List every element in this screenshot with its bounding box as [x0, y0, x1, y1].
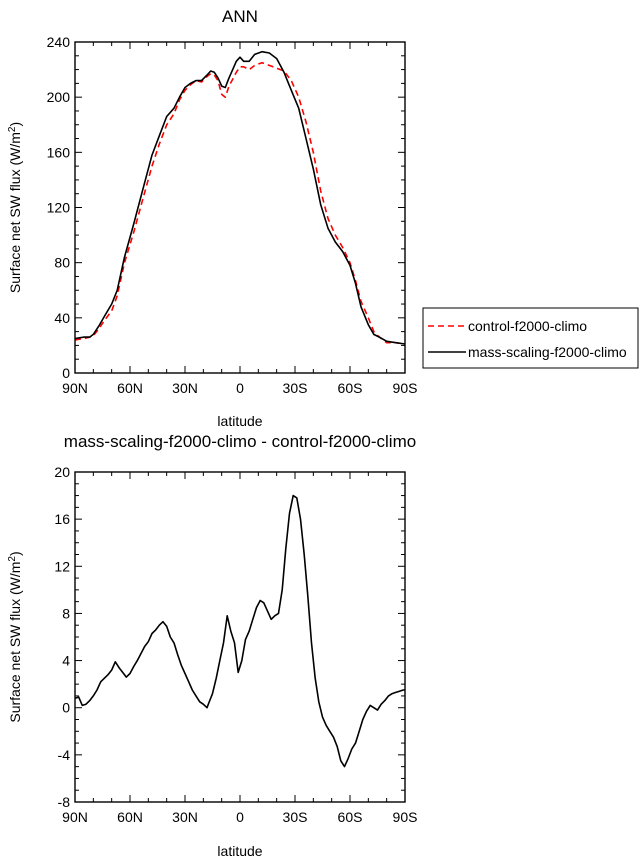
top-x-tick-label: 30S — [283, 380, 308, 396]
top-y-tick-label: 200 — [47, 89, 71, 105]
bottom-y-tick-label: -4 — [58, 747, 71, 763]
bottom-x-axis-label: latitude — [217, 843, 262, 859]
legend-box — [422, 307, 639, 369]
bottom-y-tick-label: 20 — [54, 464, 70, 480]
bottom-x-tick-label: 90N — [62, 809, 88, 825]
bottom-y-tick-label: 12 — [54, 558, 70, 574]
legend-label-control: control-f2000-climo — [468, 318, 587, 334]
bottom-y-tick-label: 16 — [54, 511, 70, 527]
bottom-x-tick-label: 90S — [393, 809, 418, 825]
top-x-tick-label: 90S — [393, 380, 418, 396]
bottom-x-tick-label: 30S — [283, 809, 308, 825]
bottom-chart: mass-scaling-f2000-climo - control-f2000… — [7, 432, 417, 859]
bottom-y-tick-label: -8 — [58, 794, 71, 810]
bottom-y-tick-label: 8 — [62, 605, 70, 621]
bottom-y-tick-label: 0 — [62, 700, 70, 716]
top-chart-title: ANN — [222, 7, 258, 26]
top-x-axis-label: latitude — [217, 413, 262, 429]
top-x-tick-label: 0 — [236, 380, 244, 396]
bottom-x-tick-label: 60S — [338, 809, 363, 825]
top-x-tick-label: 30N — [172, 380, 198, 396]
top-y-tick-label: 0 — [62, 365, 70, 381]
bottom-series-line-difference — [74, 494, 405, 768]
top-y-tick-label: 120 — [47, 200, 71, 216]
top-y-tick-label: 40 — [54, 310, 70, 326]
top-plot-frame — [74, 41, 406, 374]
top-x-tick-label: 60N — [117, 380, 143, 396]
top-x-tick-label: 60S — [338, 380, 363, 396]
bottom-x-tick-label: 30N — [172, 809, 198, 825]
top-chart: ANN 90N 60N 30N 0 30S 60S 90S 0 40 80 120 160 200 24… — [7, 7, 417, 429]
top-y-tick-label: 160 — [47, 144, 71, 160]
top-y-tick-label: 80 — [54, 255, 70, 271]
bottom-y-tick-label: 4 — [62, 653, 70, 669]
bottom-y-axis-label: Surface net SW flux (W/m2) — [7, 551, 23, 722]
bottom-plot-frame — [74, 471, 406, 803]
legend: control-f2000-climo mass-scaling-f2000-c… — [422, 307, 639, 369]
bottom-x-tick-label: 60N — [117, 809, 143, 825]
bottom-x-tick-label: 0 — [236, 809, 244, 825]
top-x-tick-label: 90N — [62, 380, 88, 396]
top-series-line-control-f2000-climo — [74, 61, 406, 345]
top-y-axis-label: Surface net SW flux (W/m2) — [7, 122, 23, 293]
top-series-line-mass-scaling-f2000-climo — [74, 50, 406, 345]
bottom-chart-title: mass-scaling-f2000-climo - control-f2000… — [64, 432, 416, 451]
top-y-tick-label: 240 — [47, 34, 71, 50]
legend-label-mass-scaling: mass-scaling-f2000-climo — [468, 344, 627, 360]
